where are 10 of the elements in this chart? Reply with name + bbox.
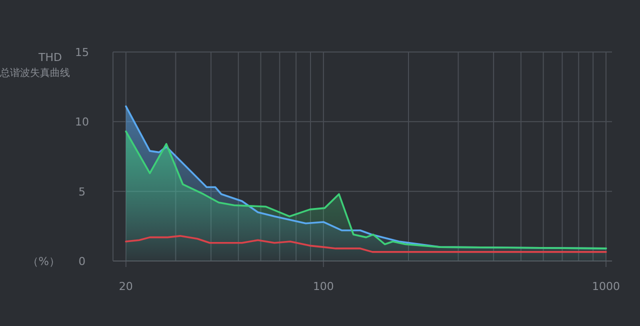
- y-tick-label: 10: [75, 116, 89, 129]
- x-tick-label: 20: [118, 280, 133, 293]
- x-tick-label: 100: [312, 280, 334, 293]
- y-axis-title: （%）: [28, 255, 60, 268]
- chart-title: THD: [38, 51, 62, 64]
- y-tick-label: 15: [75, 46, 89, 59]
- text: 总谐波失真曲线: [0, 67, 70, 79]
- y-tick-label: 5: [78, 185, 86, 198]
- x-tick-label: 1000: [592, 280, 620, 293]
- y-tick-label: 0: [78, 255, 86, 268]
